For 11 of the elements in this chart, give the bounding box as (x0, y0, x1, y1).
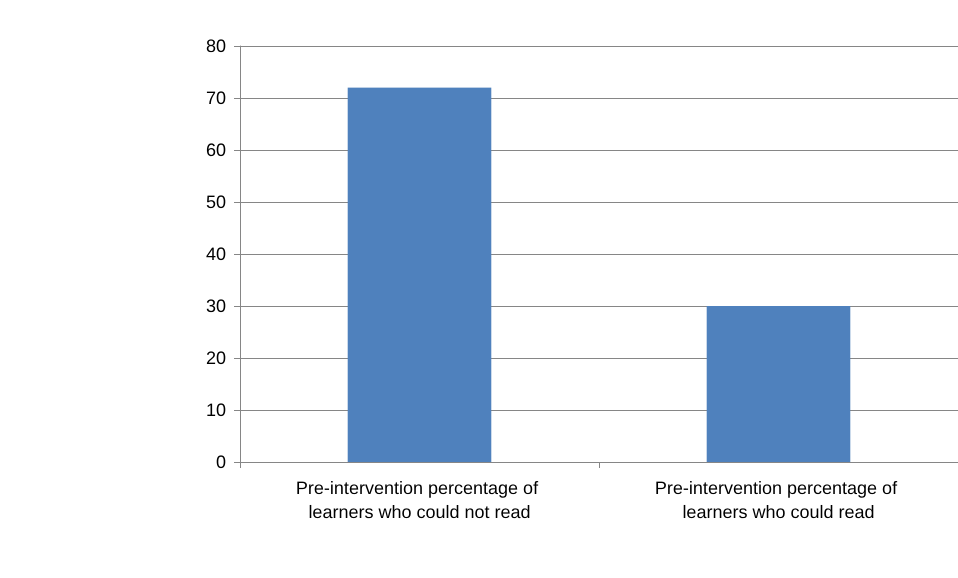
y-tick-label: 60 (206, 140, 226, 160)
y-tick-label: 0 (216, 452, 226, 472)
x-tick-label: Pre-intervention percentage of learners who could read (654, 478, 902, 522)
y-tick-label: 30 (206, 296, 226, 316)
y-tick-label: 70 (206, 88, 226, 108)
y-tick-label: 20 (206, 348, 226, 368)
y-tick-label: 10 (206, 400, 226, 420)
y-tick-label: 80 (206, 36, 226, 56)
y-tick-label: 50 (206, 192, 226, 212)
x-tick-label: Pre-intervention percentage of learners who could not read (296, 478, 544, 522)
y-tick-label: 40 (206, 244, 226, 264)
